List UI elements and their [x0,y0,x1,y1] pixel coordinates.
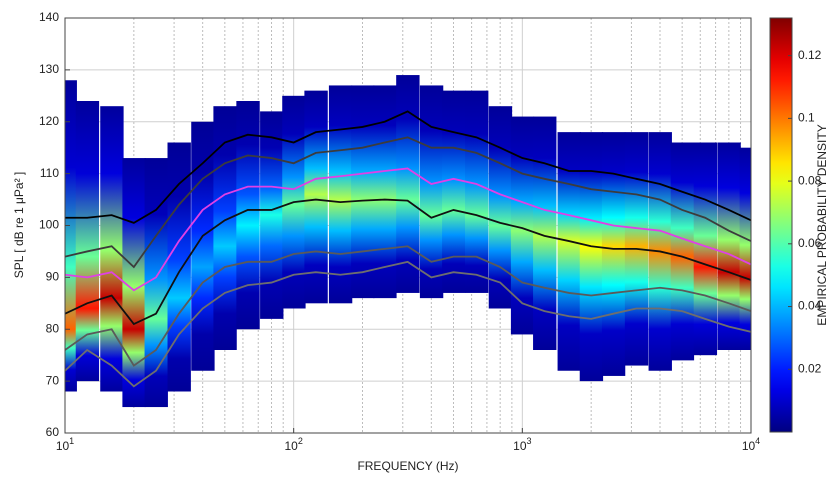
x-tick-base: 10 [513,439,527,453]
x-tick-label: 101 [56,436,74,453]
y-tick-label: 80 [46,321,60,335]
y-tick-label: 130 [39,62,59,76]
y-tick-label: 120 [39,114,59,128]
percentile-line [65,198,751,326]
density-column [465,90,489,293]
colorbar-tick-label: 0.1 [798,111,815,125]
density-column [601,132,626,376]
density-column [670,142,695,361]
density-column [396,75,420,293]
density-column [739,147,751,350]
x-tick-label: 104 [742,436,760,453]
percentile-line [65,110,751,224]
y-tick-label: 140 [39,10,59,24]
y-tick-label: 60 [46,425,60,439]
density-column [557,132,581,371]
x-axis-label: FREQUENCY (Hz) [357,459,458,473]
y-axis-label: SPL [ dB re 1 μPa² ] [12,172,26,279]
y-tick-label: 90 [46,270,60,284]
density-column [100,106,124,392]
x-tick-exponent: 4 [755,436,760,446]
density-column [65,80,77,392]
x-tick-label: 103 [513,436,531,453]
percentile-line [65,245,751,367]
density-column [304,90,328,304]
x-tick-exponent: 3 [527,436,532,446]
density-column [144,158,168,408]
density-column [351,85,375,299]
density-column [693,142,718,356]
colorbar-tick-label: 0.12 [798,48,822,62]
density-column [717,142,741,350]
density-column [442,90,466,293]
percentile-line [65,260,751,388]
density-column [488,106,513,309]
density-column [167,142,191,392]
x-tick-base: 10 [56,439,70,453]
density-column [75,101,100,382]
density-column [579,132,604,382]
density-column [533,116,557,350]
y-tick-label: 70 [46,373,60,387]
colorbar [769,17,793,433]
y-tick-label: 100 [39,218,59,232]
colorbar-label: EMPIRICAL PROBABILITY DENSITY [815,124,829,325]
x-tick-base: 10 [284,439,298,453]
density-column [373,85,397,299]
density-column [419,85,444,299]
colorbar-tick-label: 0.04 [798,299,822,313]
density-column [260,111,284,319]
x-tick-label: 102 [284,436,302,453]
density-column [328,85,353,304]
x-tick-exponent: 1 [69,436,74,446]
percentile-line [65,136,751,269]
colorbar-tick-label: 0.02 [798,361,822,375]
density-column [122,158,146,408]
x-tick-exponent: 2 [298,436,303,446]
density-column [191,121,215,371]
colorbar-tick-label: 0.08 [798,173,822,187]
y-tick-label: 110 [40,166,59,180]
x-tick-base: 10 [742,439,756,453]
percentile-line [65,167,751,292]
colorbar-tick-label: 0.06 [798,236,822,250]
density-map [65,75,751,408]
